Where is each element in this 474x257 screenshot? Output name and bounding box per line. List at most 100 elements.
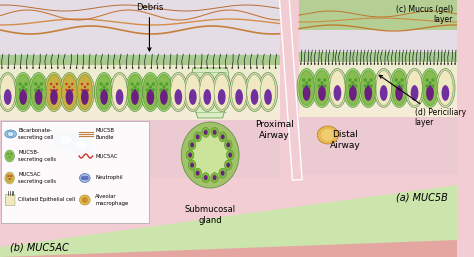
- Ellipse shape: [125, 72, 145, 112]
- Ellipse shape: [338, 63, 340, 65]
- Bar: [0, 55, 280, 75]
- Ellipse shape: [188, 152, 192, 158]
- Ellipse shape: [370, 78, 373, 82]
- Ellipse shape: [65, 83, 68, 85]
- Ellipse shape: [420, 69, 439, 107]
- Ellipse shape: [38, 67, 40, 69]
- Ellipse shape: [365, 85, 372, 101]
- Ellipse shape: [425, 84, 429, 88]
- Ellipse shape: [185, 75, 201, 109]
- Ellipse shape: [364, 78, 367, 82]
- Ellipse shape: [130, 88, 134, 92]
- Ellipse shape: [419, 63, 421, 65]
- Ellipse shape: [401, 78, 404, 82]
- Ellipse shape: [100, 82, 103, 86]
- Bar: [299, 115, 457, 175]
- Ellipse shape: [224, 140, 232, 150]
- Ellipse shape: [32, 67, 34, 69]
- Ellipse shape: [323, 84, 327, 88]
- Ellipse shape: [342, 63, 344, 65]
- Ellipse shape: [100, 89, 108, 105]
- Ellipse shape: [211, 127, 219, 137]
- Ellipse shape: [8, 67, 9, 69]
- Ellipse shape: [55, 89, 58, 91]
- Ellipse shape: [80, 173, 90, 182]
- Ellipse shape: [96, 75, 112, 109]
- Ellipse shape: [60, 72, 79, 112]
- Ellipse shape: [190, 163, 194, 168]
- Ellipse shape: [334, 85, 341, 101]
- Ellipse shape: [40, 82, 43, 86]
- Text: Bicarbonate-
secreting cell: Bicarbonate- secreting cell: [18, 128, 54, 140]
- Ellipse shape: [402, 63, 403, 65]
- Ellipse shape: [196, 171, 200, 176]
- Ellipse shape: [13, 72, 33, 112]
- Ellipse shape: [390, 69, 409, 107]
- Ellipse shape: [198, 72, 217, 112]
- Ellipse shape: [317, 126, 338, 144]
- Ellipse shape: [81, 176, 85, 180]
- Ellipse shape: [235, 89, 243, 105]
- Ellipse shape: [214, 75, 229, 109]
- Ellipse shape: [88, 67, 90, 69]
- Ellipse shape: [136, 88, 139, 92]
- Ellipse shape: [433, 63, 435, 65]
- Ellipse shape: [169, 72, 188, 112]
- Ellipse shape: [225, 67, 227, 69]
- Text: Proximal
Airway: Proximal Airway: [255, 120, 294, 140]
- Ellipse shape: [213, 130, 217, 135]
- Bar: [299, 0, 457, 60]
- Ellipse shape: [366, 81, 370, 85]
- Ellipse shape: [299, 70, 314, 106]
- Ellipse shape: [395, 63, 396, 65]
- Ellipse shape: [201, 67, 202, 69]
- Ellipse shape: [181, 122, 239, 188]
- Ellipse shape: [303, 85, 310, 101]
- Ellipse shape: [1, 67, 3, 69]
- Ellipse shape: [224, 160, 232, 170]
- Ellipse shape: [332, 63, 333, 65]
- Ellipse shape: [14, 67, 15, 69]
- Ellipse shape: [50, 89, 58, 105]
- Ellipse shape: [141, 72, 160, 112]
- Ellipse shape: [5, 150, 15, 162]
- Ellipse shape: [19, 89, 27, 105]
- Ellipse shape: [425, 78, 429, 82]
- Ellipse shape: [116, 89, 123, 105]
- Text: (b) MUC5AC: (b) MUC5AC: [9, 243, 68, 253]
- Ellipse shape: [18, 88, 22, 92]
- Ellipse shape: [10, 175, 12, 177]
- Ellipse shape: [112, 75, 127, 109]
- Ellipse shape: [275, 67, 276, 69]
- Ellipse shape: [5, 130, 17, 138]
- Ellipse shape: [7, 175, 9, 177]
- Ellipse shape: [154, 72, 173, 112]
- Ellipse shape: [221, 134, 225, 139]
- FancyBboxPatch shape: [5, 195, 15, 206]
- Ellipse shape: [18, 82, 22, 86]
- Ellipse shape: [405, 63, 407, 65]
- Ellipse shape: [395, 85, 403, 101]
- Ellipse shape: [229, 72, 249, 112]
- Ellipse shape: [110, 72, 129, 112]
- Ellipse shape: [20, 67, 21, 69]
- Ellipse shape: [6, 173, 13, 182]
- Ellipse shape: [0, 75, 16, 109]
- Ellipse shape: [186, 150, 194, 160]
- Ellipse shape: [247, 75, 262, 109]
- Ellipse shape: [300, 63, 301, 65]
- Ellipse shape: [323, 78, 327, 82]
- Ellipse shape: [156, 75, 172, 109]
- Ellipse shape: [437, 63, 438, 65]
- Bar: [299, 62, 457, 117]
- Ellipse shape: [152, 82, 155, 86]
- Ellipse shape: [454, 63, 456, 65]
- Ellipse shape: [251, 89, 258, 105]
- Ellipse shape: [335, 63, 337, 65]
- Ellipse shape: [194, 67, 196, 69]
- Ellipse shape: [107, 67, 109, 69]
- Bar: [299, 52, 457, 72]
- Bar: [0, 65, 280, 120]
- Ellipse shape: [160, 89, 168, 105]
- Ellipse shape: [360, 63, 361, 65]
